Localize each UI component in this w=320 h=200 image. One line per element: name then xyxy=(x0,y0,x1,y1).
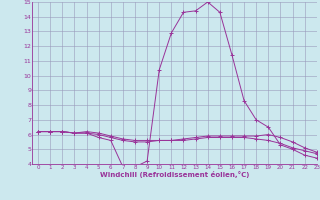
X-axis label: Windchill (Refroidissement éolien,°C): Windchill (Refroidissement éolien,°C) xyxy=(100,171,249,178)
